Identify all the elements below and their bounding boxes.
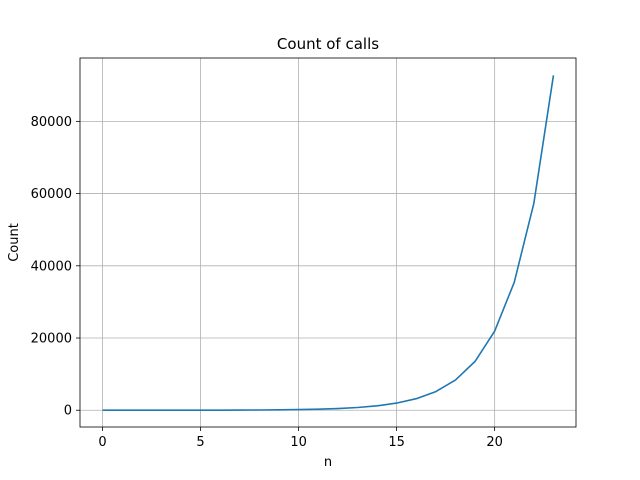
axes-frame xyxy=(79,57,577,428)
x-tick-label: 15 xyxy=(388,435,405,450)
chart-title: Count of calls xyxy=(277,35,379,53)
series-line xyxy=(102,75,555,412)
y-tick-label: 80000 xyxy=(31,115,72,130)
y-tick-label: 0 xyxy=(64,404,72,419)
x-tick-label: 10 xyxy=(290,435,307,450)
x-axis-label: n xyxy=(324,455,332,470)
y-tick-label: 40000 xyxy=(31,259,72,274)
x-tick-label: 0 xyxy=(98,435,106,450)
x-axis-ticks: 0 5 10 15 20 xyxy=(98,427,503,450)
x-tick-label: 20 xyxy=(486,435,503,450)
x-tick-label: 5 xyxy=(196,435,204,450)
y-axis-label: Count xyxy=(7,223,22,262)
series-layer xyxy=(102,75,555,412)
y-tick-label: 60000 xyxy=(31,187,72,202)
y-tick-label: 20000 xyxy=(31,332,72,347)
y-axis-ticks: 0 20000 40000 60000 80000 xyxy=(31,115,80,419)
